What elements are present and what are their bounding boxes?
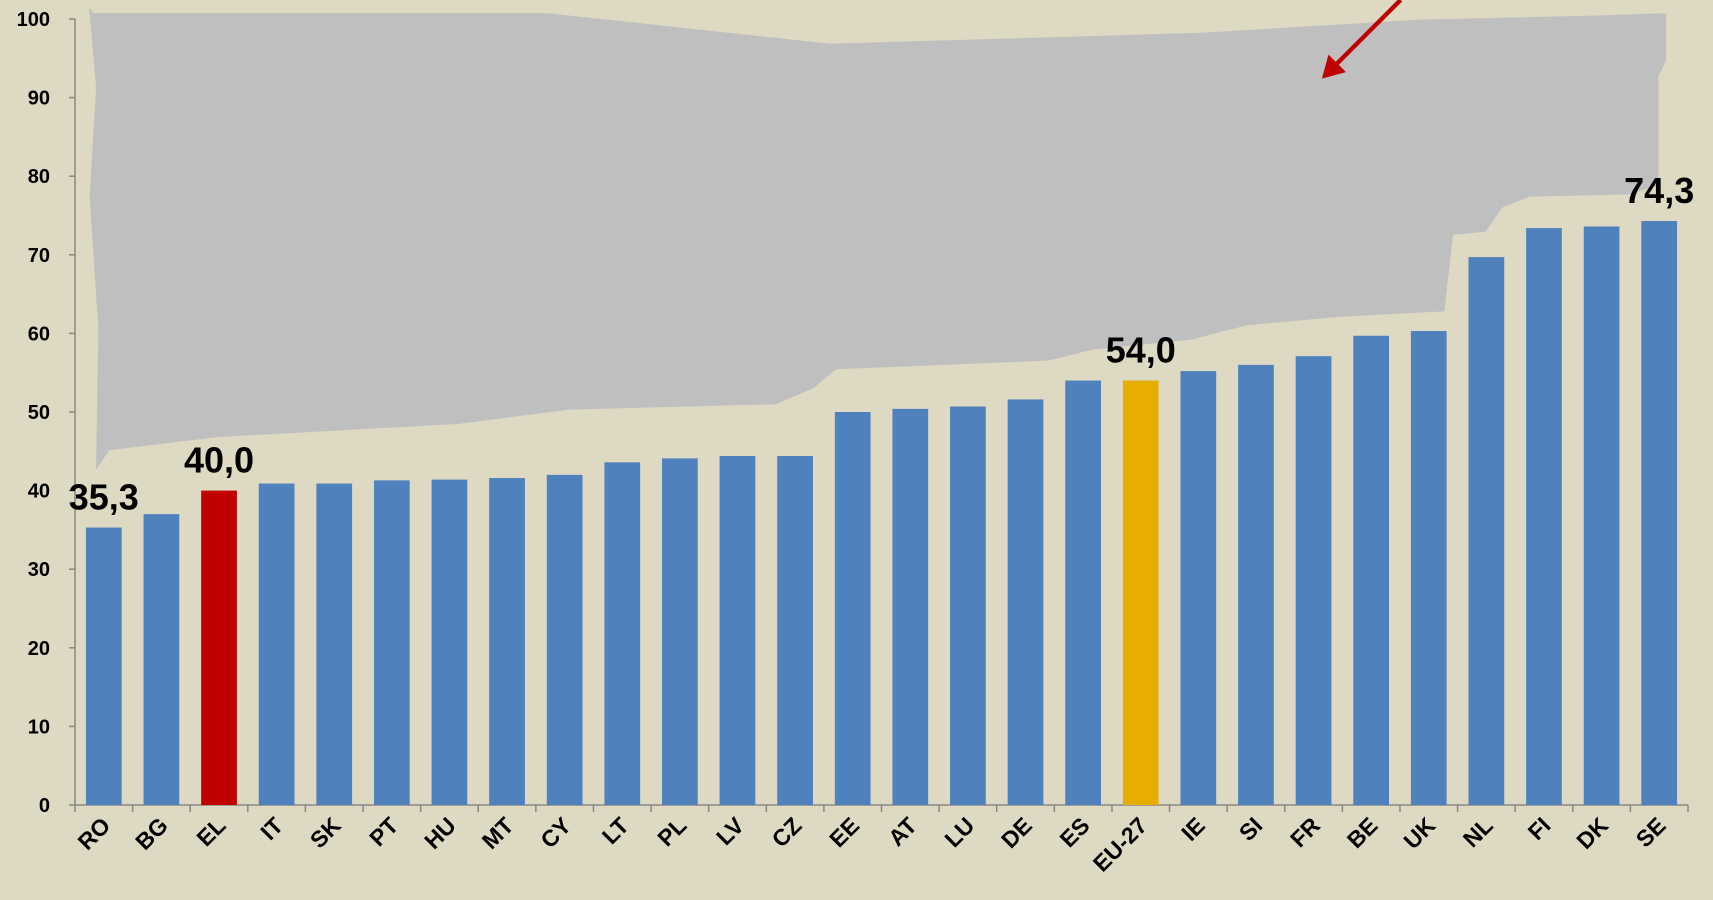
y-tick-label: 30 (28, 559, 50, 581)
value-label: 74,3 (1624, 170, 1694, 211)
value-label: 40,0 (184, 440, 254, 481)
bar (777, 456, 813, 805)
bar (316, 484, 352, 805)
bar (950, 406, 986, 805)
y-tick-label: 80 (28, 166, 50, 188)
bar (547, 475, 583, 805)
bar (1411, 331, 1447, 805)
bar (374, 480, 410, 805)
bar (86, 528, 122, 805)
bar (1065, 381, 1101, 805)
y-tick-label: 50 (28, 402, 50, 424)
bar (720, 456, 756, 805)
value-label: 54,0 (1106, 330, 1176, 371)
bar (1238, 365, 1274, 805)
chart: 0102030405060708090100RO35,3BGEL40,0ITSK… (0, 0, 1713, 900)
y-tick-label: 40 (28, 481, 50, 503)
bar (489, 478, 525, 805)
bar (144, 514, 180, 805)
y-tick-label: 20 (28, 638, 50, 660)
bar (1123, 381, 1159, 805)
y-tick-label: 10 (28, 716, 50, 738)
bar (1180, 371, 1216, 805)
bar (201, 491, 237, 805)
bar (1526, 228, 1562, 805)
bar (835, 412, 871, 805)
bar (1008, 399, 1044, 805)
bar (604, 462, 640, 805)
bar (432, 480, 468, 805)
bar (662, 458, 698, 805)
bar (1641, 221, 1677, 805)
bar (259, 484, 295, 805)
value-label: 35,3 (69, 477, 139, 518)
bar (1296, 356, 1332, 805)
y-tick-label: 90 (28, 88, 50, 110)
bar (892, 409, 928, 805)
y-tick-label: 60 (28, 323, 50, 345)
y-tick-label: 100 (17, 9, 50, 31)
bar (1353, 336, 1389, 805)
y-tick-label: 0 (39, 795, 50, 817)
y-tick-label: 70 (28, 245, 50, 267)
bar (1469, 257, 1505, 805)
bar (1584, 227, 1620, 805)
